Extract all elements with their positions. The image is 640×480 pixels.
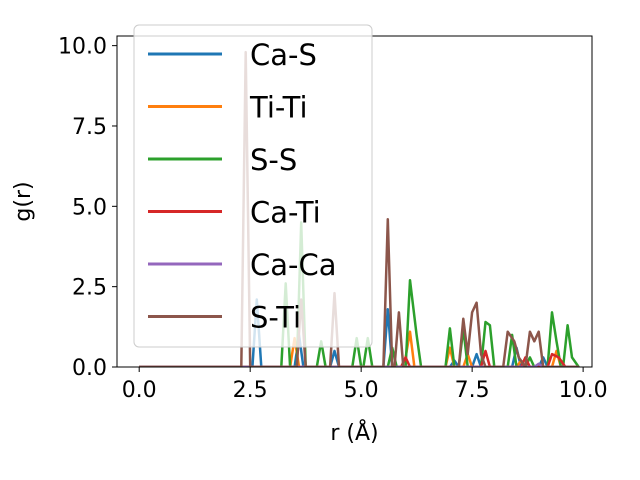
x-tick-label: 10.0	[559, 378, 608, 403]
legend-label: S-S	[250, 143, 297, 177]
series-line-s-s	[139, 221, 580, 367]
x-tick-label: 2.5	[233, 378, 268, 403]
legend-label: Ca-S	[250, 38, 317, 72]
y-tick-label: 5.0	[72, 195, 107, 220]
legend-label: Ca-Ti	[250, 196, 321, 230]
legend: Ca-S Ti-Ti S-S Ca-Ti Ca-Ca S-Ti	[133, 24, 373, 348]
y-axis-label: g(r)	[11, 181, 36, 221]
ticks-layer: 0.0 2.5 5.0 7.5 10.0 0.0 2.5 5.0 7.5 10.0	[58, 35, 608, 403]
y-tick-label: 2.5	[72, 276, 107, 301]
legend-label: S-Ti	[250, 301, 301, 335]
legend-box	[133, 24, 373, 348]
y-tick-label: 0.0	[72, 356, 107, 381]
x-tick-label: 5.0	[344, 378, 379, 403]
x-tick-label: 7.5	[455, 378, 490, 403]
series-line-ca-ti	[139, 349, 579, 367]
series-line-ca-ca	[139, 362, 579, 367]
y-tick-label: 7.5	[72, 115, 107, 140]
y-tick-label: 10.0	[58, 35, 107, 60]
legend-label: Ti-Ti	[249, 91, 308, 125]
x-axis-label: r (Å)	[330, 419, 378, 446]
legend-label: Ca-Ca	[250, 248, 337, 282]
x-tick-label: 0.0	[122, 378, 157, 403]
